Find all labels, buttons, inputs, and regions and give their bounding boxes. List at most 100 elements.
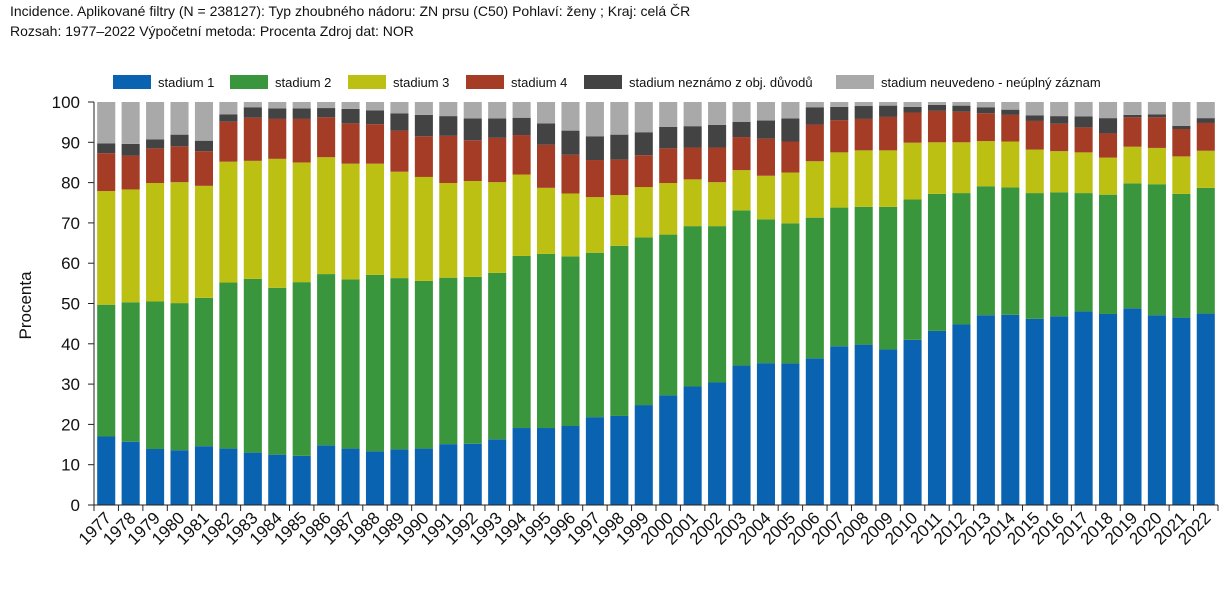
bar-segment	[903, 102, 922, 107]
bar-segment	[1147, 315, 1166, 505]
bar-stack	[976, 102, 995, 505]
bar-segment	[1050, 192, 1069, 317]
bar-segment	[1001, 102, 1020, 110]
bar-segment	[683, 102, 702, 127]
bar-segment	[634, 187, 653, 238]
bar-segment	[268, 287, 287, 455]
y-tick-label: 20	[61, 415, 80, 434]
y-tick-label: 10	[61, 456, 80, 475]
bar-segment	[194, 140, 213, 152]
bar-segment	[1099, 102, 1118, 119]
bar-segment	[317, 117, 336, 158]
y-tick-label: 90	[61, 133, 80, 152]
bar-stack	[390, 102, 409, 505]
bars-area	[97, 102, 1215, 506]
bar-segment	[903, 142, 922, 200]
bar-segment	[1025, 115, 1044, 121]
bar-segment	[1099, 313, 1118, 505]
bar-segment	[732, 365, 751, 505]
bar-segment	[879, 105, 898, 117]
bar-segment	[439, 102, 458, 117]
bar-segment	[805, 107, 824, 125]
bar-segment	[292, 118, 311, 163]
bar-segment	[732, 121, 751, 138]
bar-segment	[243, 117, 262, 161]
legend-label: stadium neuvedeno - neúplný záznam	[881, 75, 1101, 90]
bar-segment	[781, 118, 800, 142]
bar-segment	[268, 158, 287, 288]
bar-segment	[194, 297, 213, 447]
bar-segment	[268, 108, 287, 119]
legend-swatch	[836, 75, 874, 89]
bar-segment	[708, 147, 727, 183]
bar-stack	[97, 102, 116, 505]
bar-stack	[463, 102, 482, 505]
bar-stack	[488, 102, 507, 505]
bar-stack	[879, 102, 898, 505]
bar-segment	[488, 182, 507, 273]
bar-segment	[170, 303, 189, 451]
bar-segment	[1074, 152, 1093, 194]
bar-segment	[634, 155, 653, 188]
bar-segment	[365, 110, 385, 125]
bar-stack	[1196, 102, 1215, 505]
bar-segment	[634, 132, 653, 156]
bar-segment	[488, 118, 507, 138]
bar-segment	[414, 136, 433, 177]
bar-segment	[1196, 150, 1215, 188]
bar-stack	[927, 102, 947, 505]
bar-segment	[537, 123, 556, 145]
bar-segment	[830, 120, 849, 153]
chart-filter-description: Incidence. Aplikované filtry (N = 238127…	[10, 3, 691, 19]
bar-segment	[805, 102, 824, 108]
bar-segment	[1099, 133, 1118, 158]
bar-segment	[781, 102, 800, 119]
bar-segment	[463, 443, 482, 505]
bar-stack	[732, 102, 751, 505]
bar-stack	[903, 102, 922, 505]
bar-segment	[341, 163, 360, 280]
bar-segment	[976, 107, 995, 114]
bar-segment	[927, 193, 947, 331]
bar-segment	[463, 118, 482, 141]
bar-segment	[1147, 114, 1166, 118]
bar-segment	[659, 148, 678, 184]
y-tick-label: 0	[71, 496, 80, 515]
bar-segment	[927, 142, 947, 194]
bar-segment	[854, 118, 873, 151]
bar-segment	[1123, 183, 1142, 309]
bar-segment	[219, 282, 238, 449]
bar-stack	[317, 102, 336, 505]
bar-segment	[854, 150, 873, 207]
bar-segment	[194, 151, 213, 186]
bar-segment	[585, 102, 604, 137]
bar-segment	[683, 126, 702, 148]
bar-segment	[830, 102, 849, 107]
bar-segment	[365, 124, 385, 164]
bar-segment	[927, 330, 947, 505]
bar-segment	[439, 135, 458, 183]
bar-segment	[170, 146, 189, 183]
bar-segment	[97, 304, 116, 437]
bar-segment	[879, 206, 898, 350]
bar-segment	[659, 126, 678, 149]
bar-segment	[146, 301, 165, 449]
bar-stack	[805, 102, 824, 505]
bar-segment	[732, 137, 751, 171]
bar-segment	[537, 144, 556, 188]
bar-segment	[1123, 114, 1142, 118]
legend-swatch	[466, 75, 504, 89]
bar-segment	[414, 176, 433, 281]
bar-segment	[781, 363, 800, 505]
bar-segment	[390, 171, 409, 279]
bar-segment	[732, 102, 751, 122]
bar-stack	[537, 102, 556, 505]
legend-label: stadium 3	[393, 75, 449, 90]
legend-label: stadium 4	[511, 75, 567, 90]
bar-segment	[537, 428, 556, 505]
bar-segment	[756, 102, 775, 121]
bar-segment	[170, 182, 189, 304]
bar-segment	[121, 155, 140, 190]
y-tick-label: 60	[61, 254, 80, 273]
